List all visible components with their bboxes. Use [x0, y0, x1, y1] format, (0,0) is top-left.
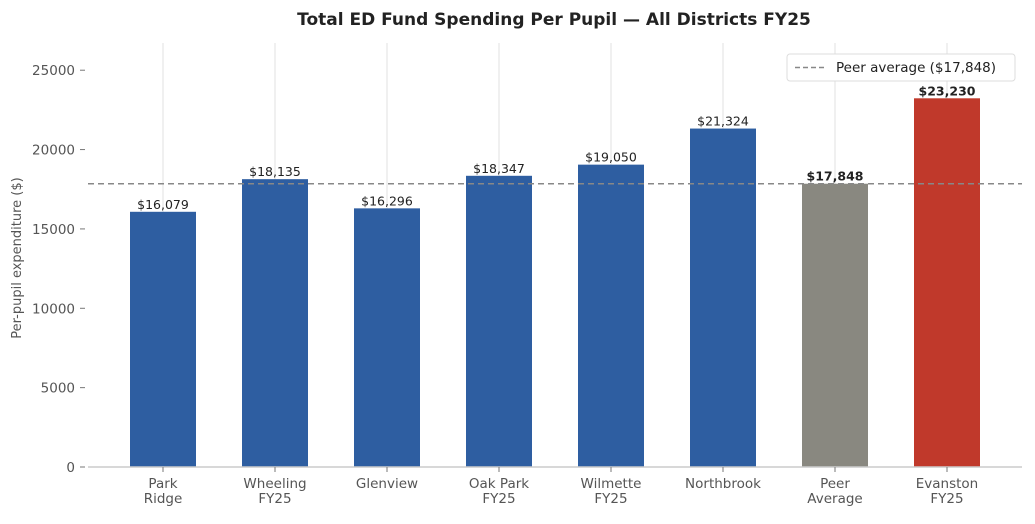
- data-label: $23,230: [919, 83, 976, 98]
- bar: [130, 211, 196, 467]
- data-label: $16,079: [137, 197, 189, 212]
- legend: Peer average ($17,848): [786, 53, 1016, 82]
- y-tick-label: 15000: [32, 222, 75, 238]
- data-label: $17,848: [807, 169, 864, 184]
- x-tick-label: Northbrook: [685, 476, 761, 492]
- data-label: $21,324: [697, 114, 749, 129]
- data-label: $16,296: [361, 193, 413, 208]
- x-tick-label: FY25: [258, 491, 291, 507]
- data-label: $19,050: [585, 150, 637, 165]
- y-tick-label: 25000: [32, 63, 75, 79]
- x-tick-label: FY25: [482, 491, 515, 507]
- chart-title: Total ED Fund Spending Per Pupil — All D…: [297, 10, 811, 30]
- x-tick-label: Glenview: [356, 476, 418, 492]
- y-tick-label: 10000: [32, 301, 75, 317]
- x-tick-label: FY25: [594, 491, 627, 507]
- bar: [690, 128, 756, 468]
- x-tick-label: Peer: [820, 476, 850, 492]
- y-tick-label: 5000: [41, 381, 75, 397]
- bar: [242, 179, 308, 467]
- bar: [578, 164, 644, 467]
- x-tick-label: Wheeling: [243, 476, 306, 492]
- x-tick-label: FY25: [930, 491, 963, 507]
- x-tick-label: Wilmette: [581, 476, 642, 492]
- legend-entry-peer-average: Peer average ($17,848): [836, 60, 996, 76]
- bar: [354, 208, 420, 467]
- x-tick-label: Oak Park: [469, 476, 529, 492]
- x-tick-label: Average: [807, 491, 862, 507]
- legend-box: [786, 53, 1016, 82]
- y-tick-label: 0: [66, 460, 75, 476]
- y-axis-label: Per-pupil expenditure ($): [10, 177, 25, 338]
- y-tick-label: 20000: [32, 143, 75, 159]
- data-label: $18,135: [249, 164, 301, 179]
- x-tick-label: Park: [148, 476, 177, 492]
- bar: [914, 98, 980, 467]
- data-label: $18,347: [473, 161, 525, 176]
- x-tick-label: Evanston: [916, 476, 979, 492]
- bar: [802, 183, 868, 468]
- bar: [466, 175, 532, 468]
- x-tick-label: Ridge: [144, 491, 183, 507]
